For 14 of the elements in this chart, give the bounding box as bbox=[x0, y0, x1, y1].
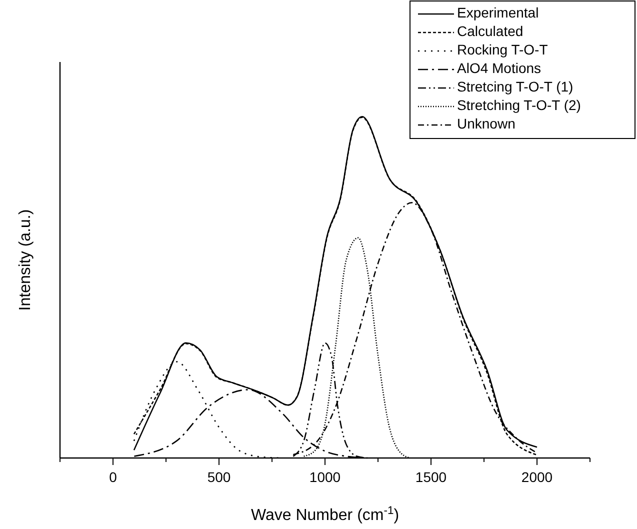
y-axis-title: Intensity (a.u.) bbox=[17, 209, 34, 311]
legend-label: Stretcing T-O-T (1) bbox=[457, 78, 574, 95]
legend-label: Rocking T-O-T bbox=[457, 42, 548, 58]
x-tick-label: 0 bbox=[109, 469, 118, 485]
legend-label: Unknown bbox=[457, 116, 516, 132]
legend-label: Stretching T-O-T (2) bbox=[457, 97, 581, 114]
legend-label: AlO4 Motions bbox=[457, 60, 542, 76]
x-tick-label: 500 bbox=[207, 469, 231, 485]
legend-label: Experimental bbox=[457, 4, 539, 21]
x-axis-title: Wave Number (cm$^{-1}$) bbox=[250, 505, 400, 524]
legend-label: Calculated bbox=[457, 23, 524, 40]
x-tick-label: 1500 bbox=[415, 469, 447, 485]
x-tick-label: 1000 bbox=[309, 469, 341, 485]
x-tick-label: 2000 bbox=[521, 469, 553, 485]
